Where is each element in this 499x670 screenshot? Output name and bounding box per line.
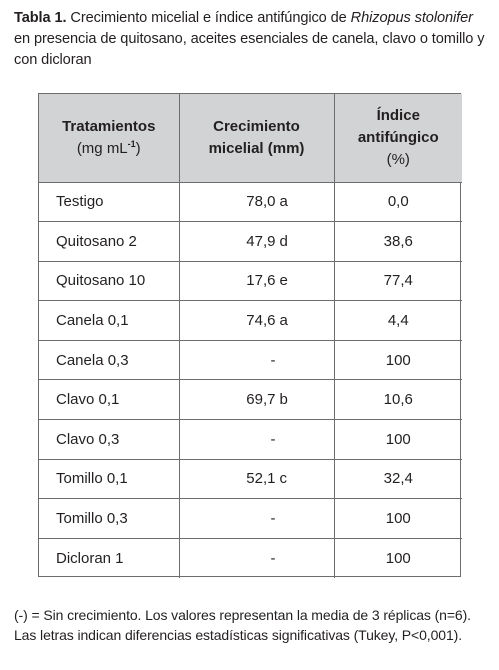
header-treatments-line2: (mg mL-1) — [39, 138, 179, 160]
caption-label: Tabla 1. — [14, 10, 67, 26]
growth-value: 47,9 — [246, 232, 276, 250]
cell-growth: 74,6 a — [179, 300, 335, 341]
header-growth: Crecimiento micelial (mm) — [179, 94, 335, 183]
table-row: Tomillo 0,3 - 100 — [39, 498, 462, 539]
cell-index: 77,4 — [334, 261, 462, 302]
cell-treatment: Canela 0,1 — [39, 300, 180, 341]
cell-growth: 47,9 d — [179, 221, 335, 262]
growth-value: 74,6 — [246, 312, 276, 330]
cell-treatment: Clavo 0,1 — [39, 379, 180, 421]
cell-growth: 78,0 a — [179, 182, 335, 223]
cell-index: 100 — [334, 498, 462, 539]
cell-index: 32,4 — [334, 459, 462, 500]
cell-treatment: Tomillo 0,1 — [39, 459, 180, 500]
cell-growth: - — [179, 538, 335, 578]
growth-letter: c — [279, 470, 288, 488]
cell-index: 38,6 — [334, 221, 462, 262]
cell-treatment: Testigo — [39, 182, 180, 223]
cell-growth: 69,7 b — [179, 379, 335, 421]
cell-growth: 17,6 e — [179, 261, 335, 302]
cell-growth: - — [179, 498, 335, 539]
growth-value: - — [270, 549, 276, 567]
cell-index: 100 — [385, 549, 411, 567]
caption-text-after: en presencia de quitosano, aceites esenc… — [14, 31, 485, 68]
cell-treatment: Quitosano 10 — [39, 261, 180, 302]
growth-letter: e — [279, 272, 288, 290]
cell-treatment: Clavo 0,3 — [39, 419, 180, 460]
growth-letter: a — [279, 312, 288, 330]
cell-treatment: Dicloran 1 — [39, 538, 180, 578]
table-row: Quitosano 2 47,9 d 38,6 — [39, 221, 462, 262]
header-treatments-sup: -1 — [127, 138, 136, 149]
table-caption: Tabla 1. Crecimiento micelial e índice a… — [14, 8, 486, 71]
header-treatments: Tratamientos (mg mL-1) — [39, 94, 180, 183]
cell-growth: - — [179, 419, 335, 460]
header-treatments-close: ) — [135, 139, 141, 157]
cell-growth: - — [179, 340, 335, 381]
growth-letter: b — [279, 391, 288, 409]
cell-treatment: Tomillo 0,3 — [39, 498, 180, 539]
cell-index: 100 — [334, 419, 462, 460]
table-row: Canela 0,1 74,6 a 4,4 — [39, 300, 462, 341]
cell-treatment: Canela 0,3 — [39, 340, 180, 381]
growth-value: 17,6 — [246, 272, 276, 290]
table-row: Tomillo 0,1 52,1 c 32,4 — [39, 459, 462, 500]
table-row: Canela 0,3 - 100 — [39, 340, 462, 381]
cell-index: 0,0 — [334, 182, 462, 223]
growth-value: 78,0 — [246, 193, 276, 211]
header-index-line3: (%) — [386, 150, 410, 168]
growth-value: - — [270, 510, 276, 528]
header-growth-line1: Crecimiento — [213, 117, 300, 135]
caption-species: Rhizopus stolonifer — [350, 10, 473, 26]
cell-index: 10,6 — [334, 379, 462, 421]
header-treatments-line1: Tratamientos — [62, 117, 156, 135]
table-row: Dicloran 1 - 100 — [39, 538, 462, 578]
growth-letter: a — [279, 193, 288, 211]
table-header-row: Tratamientos (mg mL-1) Crecimiento micel… — [39, 94, 462, 183]
header-index-line2: antifúngico — [357, 128, 439, 146]
table-row: Clavo 0,3 - 100 — [39, 419, 462, 460]
table-row: Clavo 0,1 69,7 b 10,6 — [39, 379, 462, 421]
header-index: Índice antifúngico (%) — [334, 94, 462, 183]
growth-letter: d — [279, 232, 288, 250]
cell-index: 4,4 — [334, 300, 462, 341]
header-treatments-unit: (mg mL — [76, 139, 128, 157]
table-footnote: (-) = Sin crecimiento. Los valores repre… — [14, 607, 471, 643]
cell-growth: 52,1 c — [179, 459, 335, 500]
header-growth-line2: micelial (mm) — [208, 139, 305, 157]
growth-value: 69,7 — [246, 391, 276, 409]
growth-value: - — [270, 430, 276, 448]
table-row: Testigo 78,0 a 0,0 — [39, 182, 462, 223]
growth-value: - — [270, 351, 276, 369]
growth-value: 52,1 — [246, 470, 276, 488]
results-table: Tratamientos (mg mL-1) Crecimiento micel… — [38, 93, 462, 578]
header-index-line1: Índice — [376, 106, 420, 124]
table-row: Quitosano 10 17,6 e 77,4 — [39, 261, 462, 302]
caption-text-before: Crecimiento micelial e índice antifúngic… — [66, 10, 351, 26]
cell-treatment: Quitosano 2 — [39, 221, 180, 262]
cell-index: 100 — [334, 340, 462, 381]
